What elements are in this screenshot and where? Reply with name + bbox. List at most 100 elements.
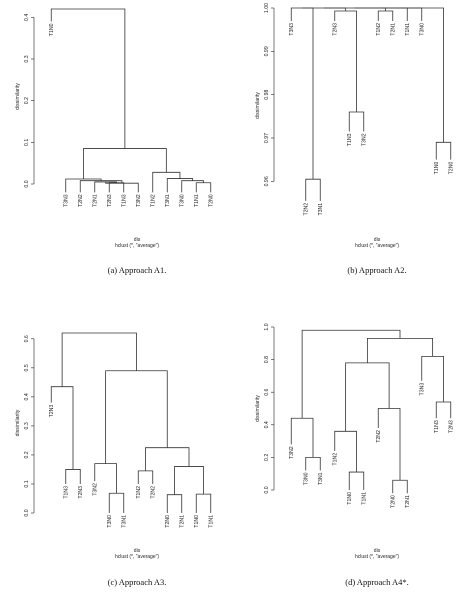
panel-caption: (a) Approach A1. <box>108 265 167 275</box>
y-tick-label: 0.0 <box>264 486 270 493</box>
dendrogram-branch <box>195 182 212 193</box>
dendrogram-branch <box>65 469 81 484</box>
leaf-label: T3N1 <box>318 472 324 485</box>
leaf-label: T2N3 <box>449 420 455 433</box>
x-axis-sublabel: hclust (*, "average") <box>355 554 399 560</box>
dendrogram-branch <box>392 479 408 494</box>
x-axis-sublabel: hclust (*, "average") <box>115 554 159 560</box>
leaf-label: T1N0 <box>49 23 55 36</box>
panel-caption: (c) Approach A3. <box>108 577 167 587</box>
y-axis: 0.0 0.1 0.2 0.3 0.4 0.5 0.6 <box>24 335 35 517</box>
leaf-label: T1N3 <box>122 194 128 207</box>
y-tick-label: 0.2 <box>24 97 30 104</box>
leaf-label: T2N0 <box>165 515 171 528</box>
leaf-label: T1N0 <box>347 492 353 505</box>
leaf-label: T2N3 <box>49 405 55 418</box>
dendrogram-branch <box>301 329 401 419</box>
leaf-label: T2N0 <box>391 495 397 508</box>
leaf-label: T2N2 <box>151 486 157 499</box>
dendrogram-branch <box>377 408 401 481</box>
dendrogram-branch <box>61 332 137 387</box>
leaf-label: T1N0 <box>434 162 440 175</box>
dendrogram-branch <box>195 493 212 513</box>
leaf-label: T1N1 <box>209 515 215 528</box>
y-axis: 0.0 0.2 0.4 0.6 0.8 1.0 <box>264 323 275 494</box>
dendrogram-branch <box>377 10 394 21</box>
leaf-label: T1N2 <box>376 23 382 36</box>
leaf-label: T3N2 <box>136 194 142 207</box>
dendrogram-branch <box>108 182 125 193</box>
dendrogram-branch <box>166 494 183 513</box>
dendrogram-branch <box>105 181 139 193</box>
dendrogram-branch <box>435 141 452 160</box>
dendrogram-branch <box>401 7 444 143</box>
dendrogram-branch <box>305 178 321 201</box>
dendrogram-branch <box>380 7 423 21</box>
dendrogram-panel-b: 0.96 0.97 0.98 0.99 1.00 dissimilarity T3N3 T2N… <box>255 3 455 275</box>
leaf-label: T3N0 <box>304 472 310 485</box>
x-axis-sublabel: hclust (*, "average") <box>115 243 159 249</box>
y-tick-label: 0.97 <box>264 133 270 143</box>
y-tick-label: 0.1 <box>24 480 30 487</box>
leaf-label: T1N0 <box>194 515 200 528</box>
leaf-label: T2N1 <box>405 495 411 508</box>
leaf-label: T3N1 <box>122 515 128 528</box>
dendrogram-branch <box>345 362 390 432</box>
y-tick-label: 0.1 <box>24 139 30 146</box>
y-tick-label: 1.00 <box>264 3 270 13</box>
x-axis-label: dis <box>134 237 141 243</box>
x-axis-label: dis <box>134 548 141 554</box>
dendrogram-branch <box>354 7 408 21</box>
dendrogram-branch <box>348 111 365 132</box>
dendrogram-branch <box>181 180 204 193</box>
dendrogram-branch <box>174 466 204 495</box>
leaf-label: T2N1 <box>180 515 186 528</box>
dendrogram-branch <box>348 471 365 490</box>
leaf-label: T2N1 <box>93 194 99 207</box>
leaf-label: T3N2 <box>93 483 99 496</box>
y-tick-label: 0.5 <box>24 364 30 371</box>
leaf-label: T2N3 <box>78 486 84 499</box>
leaf-label: T2N2 <box>376 430 382 443</box>
dendrogram-panel-c: 0.0 0.1 0.2 0.3 0.4 0.5 0.6 dissimilarity T2N3 T1… <box>15 332 215 587</box>
y-tick-label: 0.8 <box>264 356 270 363</box>
leaf-label: T2N0 <box>209 194 215 207</box>
y-tick-label: 0.99 <box>264 46 270 56</box>
leaf-label: T2N3 <box>107 194 113 207</box>
dendrogram-branch <box>137 470 154 484</box>
leaf-label: T1N3 <box>64 486 70 499</box>
y-tick-label: 0.3 <box>24 55 30 62</box>
y-axis-label: dissimilarity <box>15 409 21 436</box>
y-tick-label: 0.96 <box>264 176 270 186</box>
panel-caption: (d) Approach A4*. <box>345 577 409 587</box>
y-tick-label: 1.0 <box>264 323 270 330</box>
leaf-label: T3N2 <box>362 133 368 146</box>
y-tick-label: 0.4 <box>24 393 30 400</box>
dendrogram-branch <box>50 8 126 149</box>
y-axis: 0.0 0.1 0.2 0.3 0.4 <box>24 14 35 188</box>
dendrogram-branch <box>108 492 125 513</box>
y-axis-label: dissimilarity <box>255 92 261 119</box>
y-tick-label: 0.0 <box>24 180 30 187</box>
dendrogram-branch <box>305 457 321 471</box>
dendrogram-branch <box>145 447 190 471</box>
leaf-label: T1N1 <box>362 492 368 505</box>
dendrogram-panel-d: 0.0 0.2 0.4 0.6 0.8 1.0 dissimilarity T3N2 T3N0 T… <box>255 323 455 587</box>
y-tick-label: 0.2 <box>24 451 30 458</box>
leaf-label: T2N3 <box>333 23 339 36</box>
dendrogram-branch <box>366 338 434 363</box>
leaf-label: T1N2 <box>151 194 157 207</box>
dendrogram-branch <box>50 386 74 470</box>
leaf-label: T1N3 <box>434 420 440 433</box>
leaf-label: T3N1 <box>318 203 324 216</box>
leaf-label: T3N2 <box>289 446 295 459</box>
leaf-label: T1N1 <box>405 23 411 36</box>
y-tick-label: 0.6 <box>264 388 270 395</box>
dendrogram-panel-a: 0.0 0.1 0.2 0.3 0.4 dissimilarity T1N0 T3N3 T2N2… <box>15 8 215 275</box>
panel-caption: (b) Approach A2. <box>347 265 406 275</box>
y-tick-label: 0.4 <box>24 14 30 21</box>
dendrogram-branch <box>105 370 168 464</box>
leaf-label: T3N0 <box>107 515 113 528</box>
leaf-label: T3N3 <box>420 383 426 396</box>
